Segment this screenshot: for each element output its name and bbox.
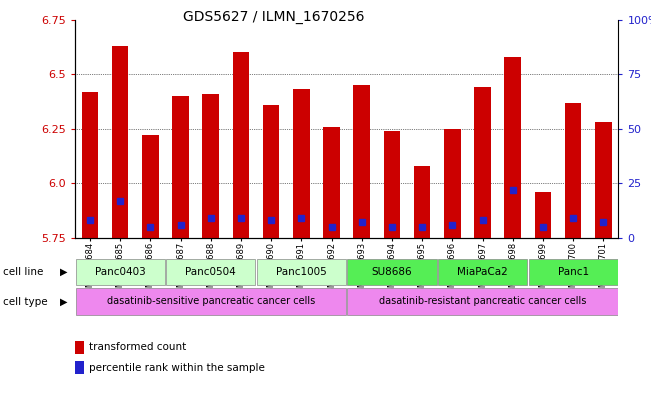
Bar xyxy=(383,131,400,238)
Bar xyxy=(353,85,370,238)
Bar xyxy=(75,362,84,374)
Bar xyxy=(263,105,279,238)
Bar xyxy=(324,127,340,238)
Bar xyxy=(232,52,249,238)
Bar xyxy=(595,122,612,238)
Text: SU8686: SU8686 xyxy=(372,266,412,277)
Bar xyxy=(173,96,189,238)
Text: Panc0504: Panc0504 xyxy=(186,266,236,277)
Text: GDS5627 / ILMN_1670256: GDS5627 / ILMN_1670256 xyxy=(183,10,364,24)
Bar xyxy=(166,259,255,285)
Bar xyxy=(256,259,346,285)
Bar xyxy=(112,46,128,238)
Text: transformed count: transformed count xyxy=(89,342,186,353)
Bar xyxy=(348,259,437,285)
Text: cell line: cell line xyxy=(3,267,44,277)
Bar xyxy=(81,92,98,238)
Bar xyxy=(348,288,618,315)
Text: Panc1: Panc1 xyxy=(558,266,589,277)
Bar xyxy=(142,135,159,238)
Bar xyxy=(76,288,346,315)
Text: dasatinib-resistant pancreatic cancer cells: dasatinib-resistant pancreatic cancer ce… xyxy=(379,296,587,306)
Text: ▶: ▶ xyxy=(60,267,68,277)
Text: MiaPaCa2: MiaPaCa2 xyxy=(457,266,508,277)
Bar xyxy=(202,94,219,238)
Bar xyxy=(565,103,581,238)
Text: dasatinib-sensitive pancreatic cancer cells: dasatinib-sensitive pancreatic cancer ce… xyxy=(107,296,315,306)
Text: percentile rank within the sample: percentile rank within the sample xyxy=(89,363,264,373)
Bar xyxy=(75,341,84,354)
Bar xyxy=(534,192,551,238)
Bar xyxy=(293,90,310,238)
Text: cell type: cell type xyxy=(3,297,48,307)
Bar xyxy=(414,166,430,238)
Text: Panc1005: Panc1005 xyxy=(276,266,327,277)
Bar xyxy=(505,57,521,238)
Bar xyxy=(76,259,165,285)
Bar xyxy=(474,87,491,238)
Text: ▶: ▶ xyxy=(60,297,68,307)
Text: Panc0403: Panc0403 xyxy=(95,266,146,277)
Bar xyxy=(444,129,461,238)
Bar xyxy=(438,259,527,285)
Bar xyxy=(529,259,618,285)
